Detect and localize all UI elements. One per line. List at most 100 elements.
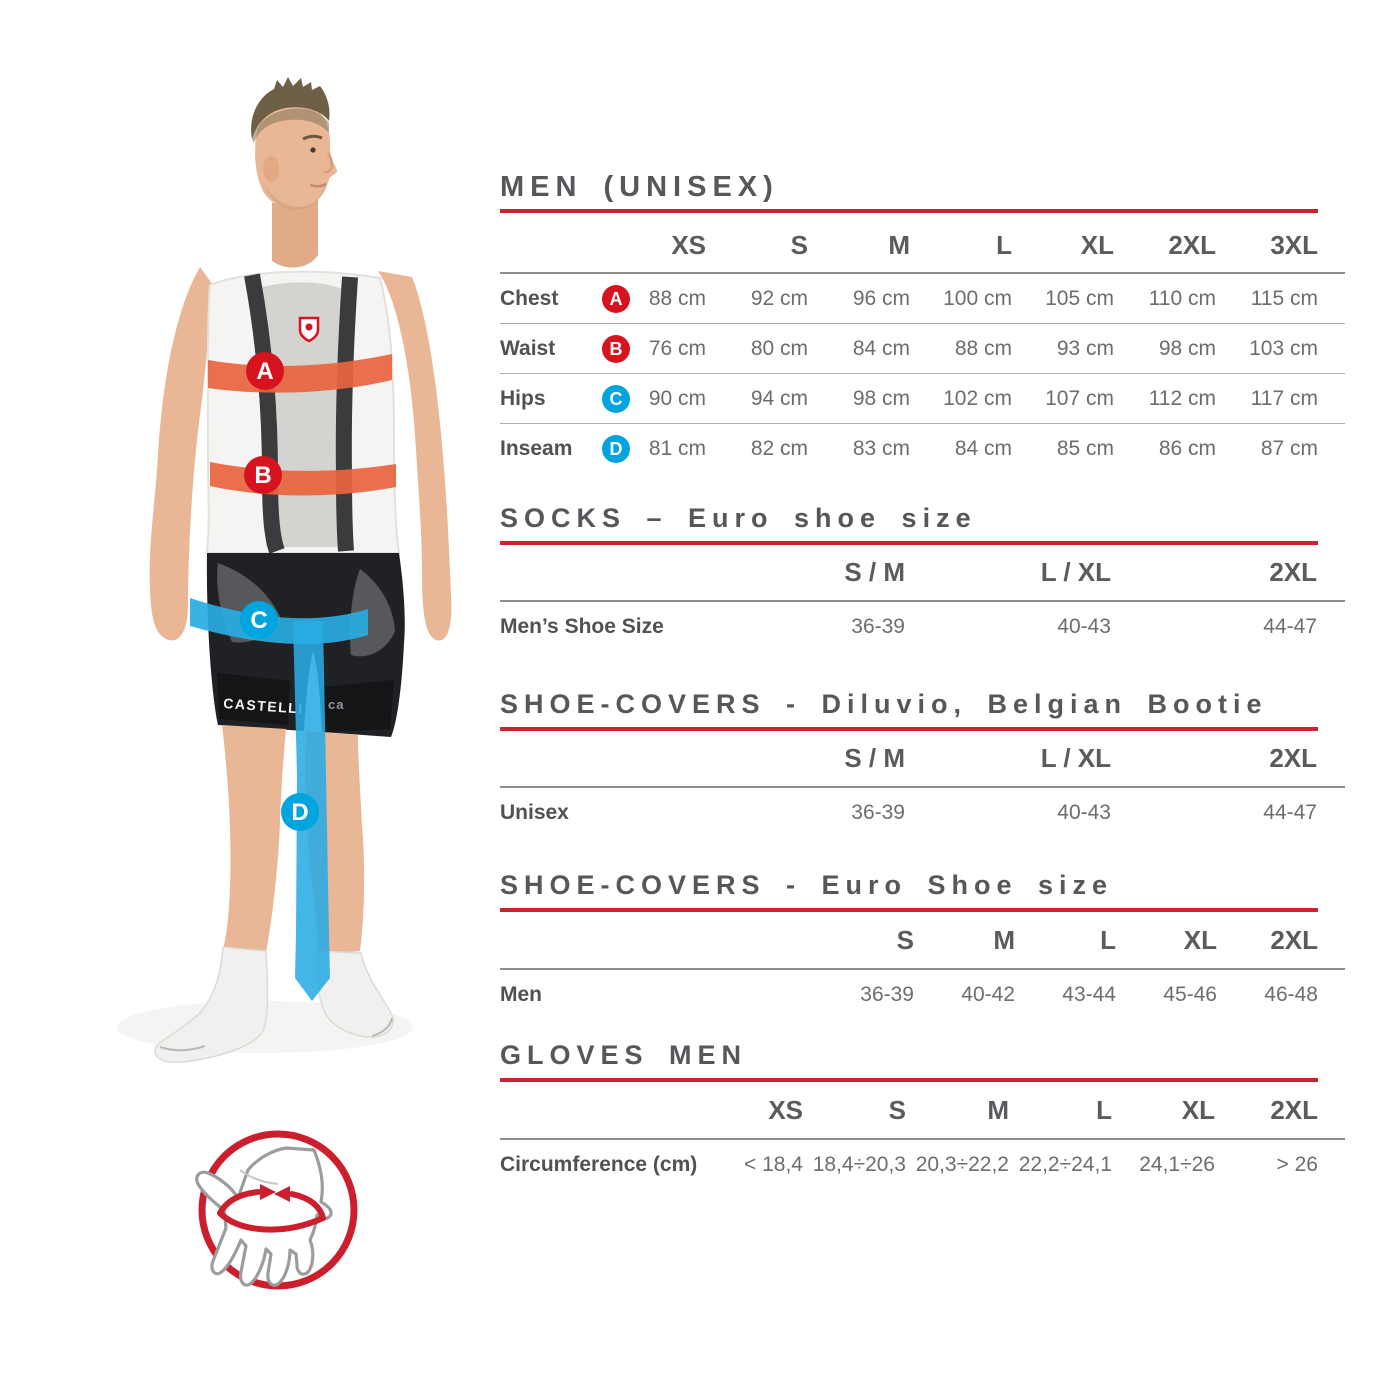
table-row-waist: Waist B 76 cm 80 cm 84 cm 88 cm 93 cm 98…	[500, 324, 1345, 374]
size-value: 80 cm	[750, 336, 808, 360]
icon-circle	[198, 1130, 358, 1290]
column-header: S	[790, 229, 808, 260]
section-rule-covers-euro	[500, 908, 1318, 912]
table-header-row: S / M L / XL 2XL	[500, 731, 1345, 788]
row-label-cell: Waist B	[500, 334, 630, 363]
size-value: 44-47	[1263, 800, 1317, 824]
size-value: 103 cm	[1249, 336, 1318, 360]
hips-band	[190, 598, 368, 645]
row-label-cell: Hips C	[500, 384, 630, 413]
tape-bottom-arc	[217, 1210, 326, 1233]
size-value: 40-43	[1057, 800, 1111, 824]
left-sock-toe-seam	[159, 1045, 206, 1052]
size-value: 93 cm	[1056, 336, 1114, 360]
row-label: Hips	[500, 386, 546, 410]
marker-badge-a: A	[602, 284, 630, 313]
section-title-gloves: GLOVES MEN	[500, 1040, 748, 1070]
left-sock	[154, 946, 269, 1064]
column-header: XL	[1183, 925, 1217, 955]
size-value: 102 cm	[943, 386, 1012, 410]
size-value: 18,4÷20,3	[812, 1152, 906, 1176]
hair	[251, 77, 330, 139]
row-label: Circumference (cm)	[500, 1152, 698, 1176]
size-value: 46-48	[1264, 982, 1318, 1006]
size-value: 88 cm	[648, 286, 706, 310]
mouth	[309, 182, 327, 188]
svg-text:B: B	[254, 462, 271, 489]
column-header: L / XL	[1040, 743, 1111, 773]
ear	[263, 156, 279, 182]
size-value: 110 cm	[1148, 286, 1216, 310]
table-row-hips: Hips C 90 cm 94 cm 98 cm 102 cm 107 cm 1…	[500, 374, 1345, 424]
size-value: 87 cm	[1260, 436, 1318, 460]
face	[255, 99, 338, 209]
column-header: S / M	[844, 557, 905, 587]
size-value: 36-39	[860, 982, 914, 1006]
section-rule-socks	[500, 541, 1318, 545]
size-value: 88 cm	[954, 336, 1012, 360]
table-header-row: S M L XL 2XL	[500, 913, 1345, 970]
column-header: XS	[671, 229, 706, 260]
right-sock	[316, 950, 394, 1038]
left-arm	[149, 267, 213, 641]
size-value: 98 cm	[852, 386, 910, 410]
size-value: 94 cm	[750, 386, 808, 410]
eye	[310, 147, 316, 153]
size-value: 81 cm	[648, 436, 706, 460]
marker-badge-b: B	[602, 334, 630, 363]
size-value: 107 cm	[1045, 386, 1114, 410]
row-label-cell: Chest A	[500, 284, 630, 313]
bib-strap-right	[335, 276, 358, 552]
marker-badge-c: C	[602, 384, 630, 413]
size-value: 105 cm	[1045, 286, 1114, 310]
column-header: XS	[768, 1095, 803, 1125]
size-value: 24,1÷26	[1139, 1152, 1215, 1176]
section-rule-gloves	[500, 1078, 1318, 1082]
svg-text:D: D	[291, 799, 308, 826]
column-header: S / M	[844, 743, 905, 773]
size-value: < 18,4	[744, 1152, 803, 1176]
column-header: 2XL	[1269, 743, 1317, 773]
shorts-brand-text-partial: ca	[328, 697, 344, 712]
column-header: 3XL	[1270, 229, 1318, 260]
tape-arrow-right	[274, 1186, 290, 1202]
covers-diluvio-size-table: S / M L / XL 2XL Unisex 36-39 40-43 44-4…	[500, 731, 1345, 837]
gloves-size-table: XS S M L XL 2XL Circumference (cm) < 18,…	[500, 1083, 1345, 1189]
size-value: 96 cm	[852, 286, 910, 310]
palm-crease	[239, 1169, 279, 1185]
table-header-row: S / M L / XL 2XL	[500, 545, 1345, 602]
size-value: 112 cm	[1148, 386, 1216, 410]
size-value: 44-47	[1263, 614, 1317, 638]
table-header-row: XS S M L XL 2XL 3XL	[500, 218, 1345, 274]
section-title-covers-euro: SHOE-COVERS - Euro Shoe size	[500, 870, 1114, 900]
table-row-mens-shoe-size: Men’s Shoe Size 36-39 40-43 44-47	[500, 602, 1345, 651]
size-value: 117 cm	[1250, 386, 1318, 410]
column-header: S	[888, 1095, 906, 1125]
size-value: 22,2÷24,1	[1018, 1152, 1112, 1176]
bib-strap-left	[244, 273, 285, 554]
row-label: Inseam	[500, 436, 573, 460]
size-value: 36-39	[851, 614, 905, 638]
row-label: Waist	[500, 336, 556, 360]
neck	[272, 199, 318, 268]
table-row-men: Men 36-39 40-42 43-44 45-46 46-48	[500, 970, 1345, 1019]
column-header: M	[993, 925, 1015, 955]
size-value: 98 cm	[1158, 336, 1216, 360]
covers-euro-size-table: S M L XL 2XL Men 36-39 40-42 43-44 45-46…	[500, 913, 1345, 1019]
column-header: M	[888, 229, 910, 260]
row-label: Chest	[500, 286, 559, 310]
section-rule-men	[500, 209, 1318, 213]
size-value: 36-39	[851, 800, 905, 824]
table-row-inseam: Inseam D 81 cm 82 cm 83 cm 84 cm 85 cm 8…	[500, 424, 1345, 473]
nose	[323, 152, 334, 174]
svg-text:A: A	[256, 358, 273, 385]
figure-marker-b: B	[244, 456, 282, 494]
shorts-cuff-right	[322, 680, 394, 732]
row-label: Unisex	[500, 800, 569, 824]
hair-highlight	[252, 108, 329, 143]
stubble	[264, 181, 325, 211]
size-value: 40-42	[961, 982, 1015, 1006]
size-value: 115 cm	[1250, 286, 1318, 310]
right-arm	[378, 271, 452, 641]
tape-right-arc	[289, 1191, 326, 1221]
